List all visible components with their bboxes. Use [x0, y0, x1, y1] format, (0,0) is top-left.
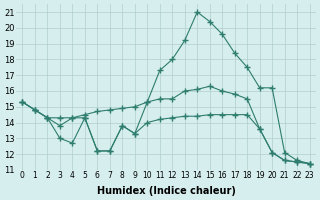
- X-axis label: Humidex (Indice chaleur): Humidex (Indice chaleur): [97, 186, 236, 196]
